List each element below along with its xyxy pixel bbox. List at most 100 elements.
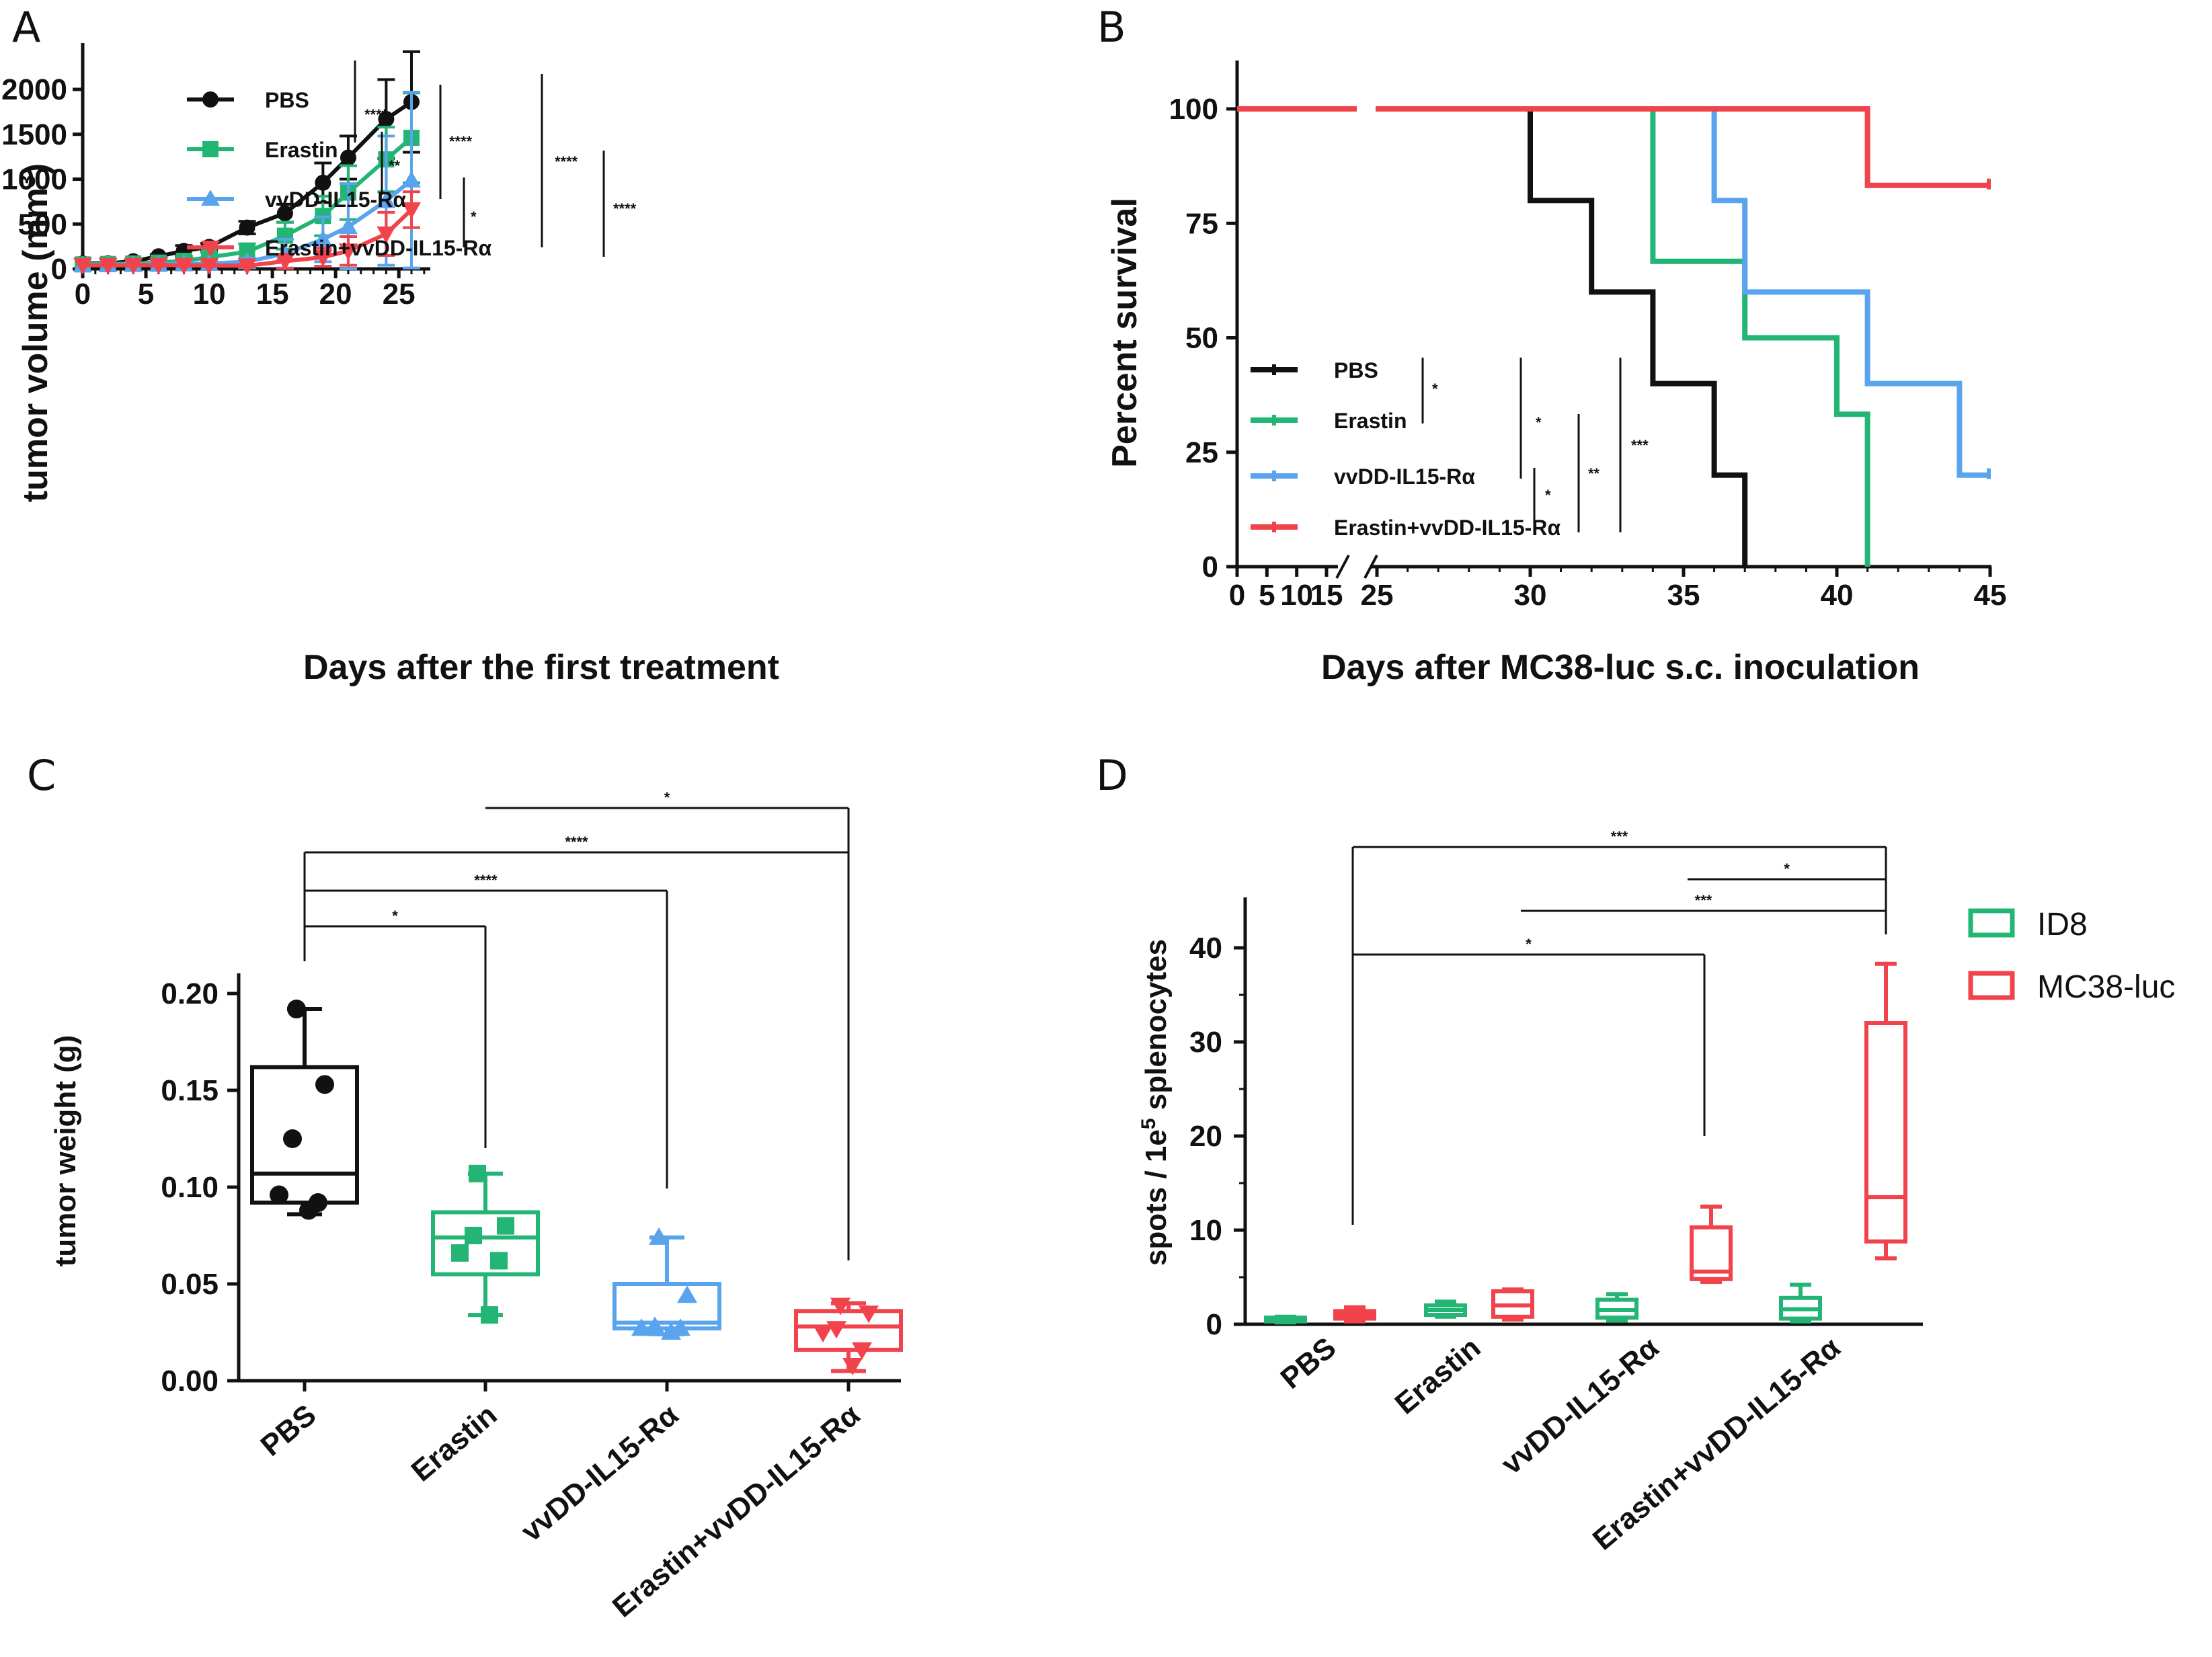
legend-a-combo-marker <box>201 241 220 257</box>
b-xtick-40: 40 <box>1821 579 1854 612</box>
c-point-1-5 <box>481 1306 498 1324</box>
a-point-pbs-8 <box>315 174 331 191</box>
c-box-2 <box>613 1282 721 1331</box>
c-point-3-5 <box>842 1357 863 1375</box>
c-bracket-label-2: **** <box>565 834 588 850</box>
panel-label-c: C <box>27 751 56 800</box>
c-ytick-0.20: 0.20 <box>161 977 219 1010</box>
panel-d-legend: ID8 MC38-luc <box>1968 907 2175 1005</box>
c-point-2-3 <box>631 1318 651 1336</box>
legend-a-vvdd: vvDD-IL15-Rα <box>265 188 406 212</box>
a-xtick-10: 10 <box>193 278 226 311</box>
a-point-vvdd-il15-r-11 <box>402 170 421 188</box>
b-ytick-50: 50 <box>1185 322 1218 355</box>
legend-a-combo: Erastin+vvDD-IL15-Rα <box>265 236 491 260</box>
sig-a-5: **** <box>555 153 578 170</box>
panel-c-chart: 0.00 0.05 0.10 0.15 0.20 PBS Erastin vvDD-IL15-… <box>49 789 903 1624</box>
a-ytick-0: 0 <box>51 253 67 286</box>
b-curve-erastin <box>1237 106 1870 567</box>
a-point-vvdd-il15-r-10 <box>377 191 396 208</box>
c-point-2-5 <box>661 1322 681 1340</box>
d-bracket-label-1: * <box>1784 860 1790 877</box>
d-category-pbs: PBS <box>1275 1331 1343 1396</box>
legend-a-pbs: PBS <box>265 88 309 112</box>
a-point-pbs-9 <box>340 149 356 166</box>
legend-b-combo: Erastin+vvDD-IL15-Rα <box>1334 516 1561 540</box>
c-ytick-0.05: 0.05 <box>161 1268 219 1301</box>
a-ytick-2000: 2000 <box>1 73 67 106</box>
a-point-erastin-vvdd-il15-r-1 <box>98 257 118 275</box>
b-curve-erastin-vvdd-il15-r <box>1237 106 1990 188</box>
a-xtick-25: 25 <box>383 278 416 311</box>
a-xtick-20: 20 <box>319 278 352 311</box>
panel-b-legend: PBS Erastin vvDD-IL15-Rα Erastin+vvDD-IL… <box>1251 358 1561 540</box>
legend-b-pbs: PBS <box>1334 358 1378 382</box>
c-bracket-label-1: **** <box>474 872 498 889</box>
c-point-0-5 <box>299 1201 318 1220</box>
sig-a-2: ** <box>389 157 401 174</box>
c-point-3-3 <box>813 1325 833 1342</box>
d-ytick-10: 10 <box>1189 1214 1222 1247</box>
panel-b-ylabel: Percent survival <box>1105 198 1144 468</box>
panel-d-ylabel: spots / 1e5 splenocytes <box>1138 939 1173 1266</box>
b-xtick-45: 45 <box>1974 579 2007 612</box>
b-ytick-100: 100 <box>1169 93 1218 126</box>
c-point-0-1 <box>315 1075 334 1094</box>
c-point-0-2 <box>283 1129 302 1148</box>
b-xtick-15: 15 <box>1310 579 1343 612</box>
a-xtick-5: 5 <box>138 278 154 311</box>
a-point-erastin-vvdd-il15-r-3 <box>149 257 168 275</box>
b-curve-vvdd-il15-r <box>1237 106 1990 478</box>
panel-a-xlabel: Days after the first treatment <box>303 648 779 687</box>
legend-d-mc38-swatch <box>1968 971 2015 1000</box>
legend-d-id8-swatch <box>1968 908 2015 938</box>
a-point-erastin-vvdd-il15-r-8 <box>313 249 333 267</box>
d-ytick-0: 0 <box>1206 1308 1222 1341</box>
c-point-3-4 <box>852 1342 872 1360</box>
c-point-1-4 <box>490 1252 508 1270</box>
b-curve-pbs <box>1237 106 1748 567</box>
b-xtick-5: 5 <box>1259 579 1275 612</box>
d-ytick-20: 20 <box>1189 1120 1222 1153</box>
c-point-1-1 <box>497 1217 514 1235</box>
c-point-3-0 <box>830 1297 851 1316</box>
b-ytick-25: 25 <box>1185 436 1218 469</box>
c-category-vvdd-il15-r: vvDD-IL15-Rα <box>515 1398 685 1548</box>
a-xtick-0: 0 <box>75 278 91 311</box>
a-point-erastin-vvdd-il15-r-11 <box>402 202 421 219</box>
a-point-pbs-6 <box>239 219 255 236</box>
a-point-vvdd-il15-r-9 <box>338 217 358 235</box>
a-point-vvdd-il15-r-8 <box>313 229 333 247</box>
d-box-7 <box>1864 1021 1907 1244</box>
c-point-0-3 <box>270 1185 288 1205</box>
d-bracket-label-2: *** <box>1695 892 1712 909</box>
a-point-erastin-vvdd-il15-r-7 <box>275 253 294 271</box>
a-point-erastin-vvdd-il15-r-9 <box>338 243 358 261</box>
panel-label-d: D <box>1096 751 1128 800</box>
c-box-0 <box>250 1065 359 1205</box>
b-ytick-0: 0 <box>1202 551 1218 583</box>
b-xtick-35: 35 <box>1667 579 1700 612</box>
sig-b-5: *** <box>1631 437 1649 454</box>
c-point-0-0 <box>287 1000 306 1019</box>
sig-b-2: * <box>1536 414 1542 431</box>
c-point-2-1 <box>677 1285 697 1303</box>
legend-a-pbs-marker <box>202 91 219 108</box>
c-ytick-0.10: 0.10 <box>161 1171 219 1204</box>
legend-d-mc38: MC38-luc <box>2037 969 2175 1005</box>
legend-d-id8: ID8 <box>2037 907 2088 942</box>
c-point-2-2 <box>645 1316 665 1334</box>
a-point-erastin-vvdd-il15-r-5 <box>200 257 219 275</box>
b-xtick-25: 25 <box>1361 579 1394 612</box>
d-bracket-label-3: * <box>1526 936 1532 953</box>
c-point-1-3 <box>451 1244 469 1262</box>
c-bracket-label-0: * <box>392 907 398 924</box>
legend-b-erastin: Erastin <box>1334 409 1407 433</box>
b-xtick-30: 30 <box>1514 579 1547 612</box>
sig-b-1: * <box>1432 380 1438 397</box>
panel-b-xlabel: Days after MC38-luc s.c. inoculation <box>1321 648 1920 687</box>
c-point-1-0 <box>469 1164 486 1182</box>
d-ytick-30: 30 <box>1189 1026 1222 1059</box>
